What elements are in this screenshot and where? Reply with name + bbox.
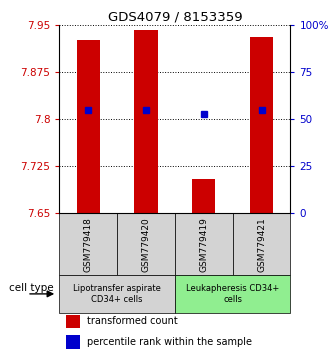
- Bar: [66, 315, 80, 328]
- Text: GSM779418: GSM779418: [84, 217, 93, 272]
- Bar: [233, 213, 290, 275]
- Bar: [135, 30, 158, 213]
- Text: transformed count: transformed count: [87, 316, 178, 326]
- Bar: [59, 275, 175, 313]
- Text: cell type: cell type: [9, 283, 53, 293]
- Bar: [59, 213, 117, 275]
- Text: Lipotransfer aspirate
CD34+ cells: Lipotransfer aspirate CD34+ cells: [73, 284, 161, 304]
- Bar: [175, 275, 290, 313]
- Bar: [66, 335, 80, 349]
- Text: GSM779419: GSM779419: [199, 217, 208, 272]
- Title: GDS4079 / 8153359: GDS4079 / 8153359: [108, 11, 242, 24]
- Bar: [175, 213, 233, 275]
- Bar: [192, 179, 215, 213]
- Bar: [77, 40, 100, 213]
- Text: Leukapheresis CD34+
cells: Leukapheresis CD34+ cells: [186, 284, 279, 304]
- Bar: [117, 213, 175, 275]
- Text: percentile rank within the sample: percentile rank within the sample: [87, 337, 252, 347]
- Bar: [250, 38, 273, 213]
- Text: GSM779421: GSM779421: [257, 217, 266, 272]
- Text: GSM779420: GSM779420: [142, 217, 150, 272]
